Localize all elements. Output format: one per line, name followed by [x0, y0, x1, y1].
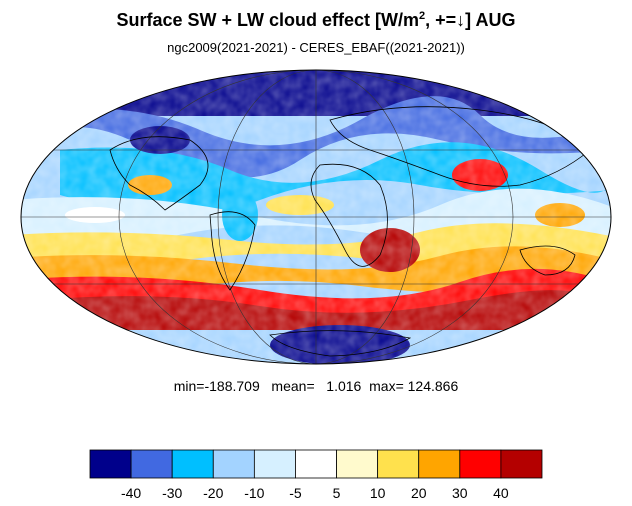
coast-africa — [310, 163, 388, 267]
colorbar-tick-label: 30 — [452, 485, 468, 501]
colorbar-tick-label: 20 — [411, 485, 427, 501]
colorbar-swatch — [418, 449, 461, 479]
coast-antarctica — [269, 330, 412, 357]
colorbar-swatch — [377, 449, 420, 479]
colorbar-swatch — [171, 449, 214, 479]
meridian-120 — [118, 70, 514, 364]
plot-title-text: Surface SW + LW cloud effect [W/m — [116, 10, 420, 30]
colorbar-swatch — [459, 449, 502, 479]
colorbar-swatch — [500, 449, 543, 479]
colorbar-tick-label: 5 — [333, 485, 341, 501]
colorbar-swatch — [89, 449, 132, 479]
colorbar-tick-label: 10 — [370, 485, 386, 501]
plot-title-superscript: 2 — [419, 10, 426, 22]
colorbar-swatch — [130, 449, 173, 479]
graticule — [21, 70, 611, 364]
colorbar-tick-label: -5 — [289, 485, 302, 501]
colorbar-swatch — [253, 449, 296, 479]
stat-max-value: 124.866 — [407, 378, 459, 394]
colorbar: -40 -30 -20 -10 -5 5 10 20 30 40 — [89, 449, 543, 501]
coast-eurasia — [329, 106, 591, 187]
colorbar-swatch — [336, 449, 379, 479]
coast-north-america — [109, 136, 209, 211]
colorbar-swatch — [295, 449, 337, 479]
map-border — [20, 69, 612, 365]
stat-min-value: -188.709 — [204, 378, 260, 394]
colorbar-tick-label: -30 — [162, 485, 182, 501]
plot-subtitle: ngc2009(2021-2021) - CERES_EBAF((2021-20… — [167, 40, 465, 55]
plot-title: Surface SW + LW cloud effect [W/m2, +=↓]… — [0, 10, 632, 31]
colorbar-tick-label: -40 — [121, 485, 141, 501]
colorbar-tick-label: -10 — [244, 485, 264, 501]
meridian-60 — [217, 70, 415, 364]
stat-mean-value: 1.016 — [326, 378, 362, 394]
coastlines — [109, 106, 591, 357]
coast-australia — [519, 245, 576, 276]
stat-max-label: max= — [369, 378, 404, 394]
statistics-line: min=-188.709 mean= 1.016 max= 124.866 — [0, 378, 632, 394]
colorbar-tick-label: 40 — [493, 485, 509, 501]
stat-min-label: min= — [173, 378, 205, 394]
stat-mean-label: mean= — [271, 378, 315, 394]
coast-south-america — [209, 211, 256, 291]
colorbar-swatch — [212, 449, 255, 479]
colorbar-tick-label: -20 — [203, 485, 223, 501]
plot-title-tail: , +=↓] AUG — [425, 10, 516, 30]
